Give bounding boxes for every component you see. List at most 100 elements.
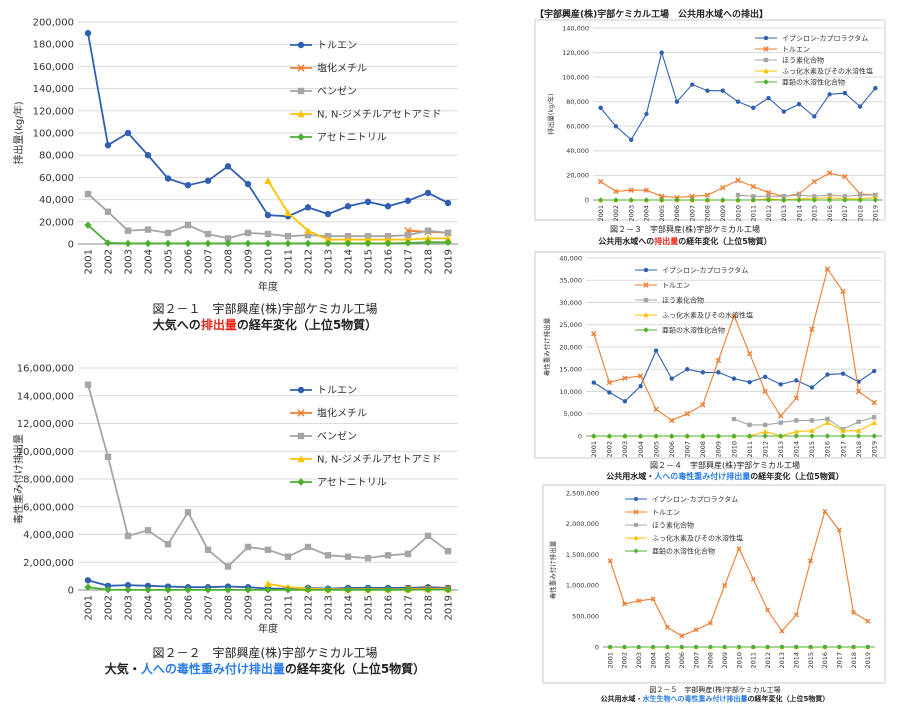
legend-marker: [297, 386, 305, 394]
data-point: [762, 433, 768, 439]
legend-label: ふっ化水素及びその水溶性塩: [652, 533, 743, 542]
data-point: [424, 227, 432, 234]
legend-label: 亜鉛の水溶性化合物: [652, 546, 715, 555]
series-line: [87, 32, 449, 218]
y-tick-label: 20,000: [559, 343, 582, 351]
y-tick-label: 40,000: [39, 195, 74, 206]
data-point: [679, 633, 685, 639]
data-point: [304, 543, 312, 551]
data-point: [836, 527, 842, 533]
legend-marker: [763, 57, 769, 63]
data-point: [872, 194, 879, 200]
y-tick-label: 8,000,000: [23, 475, 74, 486]
y-tick-label: 200,000: [33, 18, 74, 29]
y-tick-label: 12,000,000: [17, 419, 74, 430]
x-tick-label: 2016: [821, 652, 829, 669]
data-point: [613, 124, 619, 129]
data-point: [750, 644, 756, 650]
y-tick-label: 140,000: [33, 84, 74, 95]
data-point: [643, 187, 650, 193]
data-point: [822, 508, 828, 514]
data-point: [607, 644, 613, 650]
data-point: [865, 644, 871, 650]
chart-4-caption-line2: 公共用水域・人への毒性重み付け排出量の経年変化（上位5物質）: [575, 471, 875, 482]
x-tick-label: 2011: [284, 249, 295, 274]
data-point: [264, 546, 272, 553]
data-point: [762, 374, 768, 380]
data-point: [184, 181, 192, 189]
data-point: [751, 105, 756, 111]
data-point: [690, 82, 695, 87]
data-point: [650, 644, 656, 650]
y-tick-label: 14,000,000: [17, 391, 74, 402]
x-tick-label: 2001: [590, 441, 598, 458]
data-point: [794, 418, 799, 423]
data-point: [842, 173, 848, 180]
x-tick-label: 2019: [444, 595, 455, 620]
chart-2-caption-post: の経年変化（上位5物質）: [284, 662, 426, 676]
x-tick-label: 2007: [688, 205, 696, 222]
x-tick-label: 2003: [124, 249, 135, 274]
data-point: [700, 433, 706, 439]
data-point: [693, 627, 699, 633]
chart-frame: [534, 19, 886, 221]
x-tick-label: 2017: [404, 249, 415, 274]
data-point: [204, 177, 212, 184]
x-axis-label: 年度: [258, 622, 278, 635]
data-point: [636, 598, 642, 604]
data-point: [164, 175, 172, 182]
legend-label: イプシロン-カプロラクタム: [652, 494, 738, 503]
data-point: [638, 383, 643, 389]
data-point: [840, 427, 846, 433]
data-point: [865, 618, 871, 624]
data-point: [364, 198, 372, 206]
data-point: [822, 644, 828, 650]
data-point: [204, 546, 212, 553]
y-tick-label: 160,000: [33, 62, 74, 73]
data-point: [684, 411, 690, 417]
data-point: [324, 552, 332, 559]
legend-marker: [763, 79, 769, 85]
series-line: [733, 416, 875, 430]
y-tick-label: 0: [585, 196, 589, 204]
x-tick-label: 2014: [344, 595, 355, 620]
data-point: [636, 644, 642, 650]
series-line: [609, 510, 869, 637]
data-point: [826, 194, 833, 200]
data-point: [857, 192, 863, 198]
x-tick-label: 2008: [224, 249, 235, 274]
chart-5-caption-line2: 公共用水域・水生生物への毒性重み付け排出量の経年変化（上位5物質）: [565, 694, 865, 704]
x-tick-label: 2010: [730, 441, 738, 458]
data-point: [384, 552, 392, 559]
chart-3-header: 【宇部興産(株)宇部ケミカル工場 公共用水域への排出】: [535, 10, 768, 20]
y-axis-label: 排出量(kg/年): [12, 101, 25, 164]
data-point: [84, 577, 92, 584]
legend-label: N, N-ジメチルアセトアミド: [317, 109, 442, 121]
data-point: [364, 235, 372, 243]
data-point: [344, 239, 352, 248]
data-point: [873, 86, 878, 91]
chart-1-caption-pre: 大気への: [152, 318, 201, 332]
legend-marker: [634, 497, 638, 501]
data-point: [104, 208, 112, 216]
data-point: [124, 129, 132, 137]
data-point: [842, 197, 848, 203]
data-point: [124, 581, 132, 589]
data-point: [793, 644, 799, 650]
data-point: [824, 433, 831, 439]
data-point: [720, 185, 726, 191]
data-point: [424, 234, 432, 242]
x-tick-label: 2007: [204, 249, 215, 274]
data-point: [621, 601, 627, 607]
data-point: [871, 399, 877, 406]
x-tick-label: 2002: [606, 441, 614, 458]
legend-label: 塩化メチル: [317, 62, 367, 75]
data-point: [735, 192, 741, 198]
legend-marker: [643, 297, 649, 303]
data-point: [204, 230, 212, 238]
data-point: [720, 88, 725, 93]
chart-3-caption-line1: 図２－３ 宇部興産(株)宇部ケミカル工場: [609, 225, 760, 234]
x-tick-label: 2016: [384, 595, 395, 620]
data-point: [144, 152, 152, 159]
data-point: [700, 402, 706, 408]
